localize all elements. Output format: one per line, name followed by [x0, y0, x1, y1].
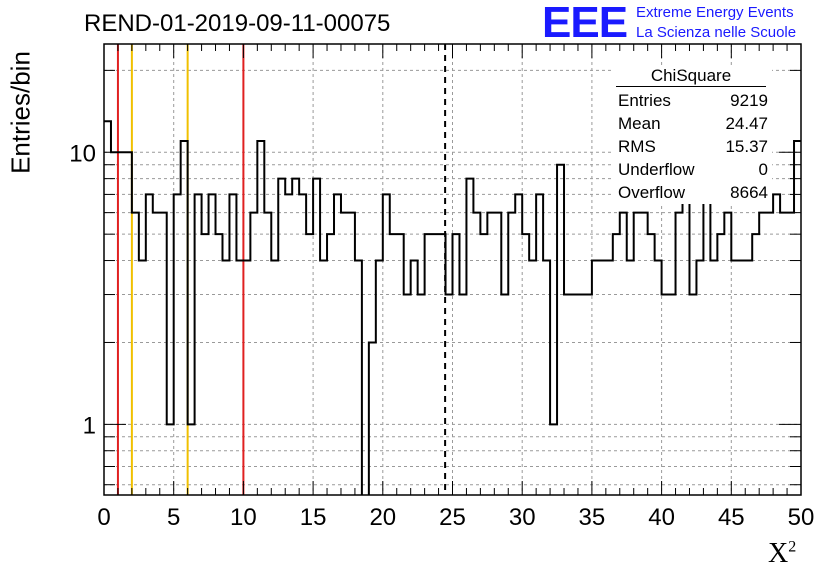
stats-row-underflow: Underflow 0	[612, 158, 772, 181]
x-tick-label: 45	[718, 504, 745, 531]
x-tick-label: 5	[167, 504, 180, 531]
y-tick-label: 1	[83, 412, 96, 439]
eee-logo-mark: EEE	[542, 0, 628, 47]
x-tick-label: 20	[369, 504, 396, 531]
stats-row-mean: Mean 24.47	[612, 112, 772, 135]
x-axis-label: X2	[768, 538, 797, 569]
stats-box: ChiSquare Entries 9219 Mean 24.47 RMS 15.37…	[612, 66, 772, 204]
y-tick-label: 10	[69, 140, 96, 167]
eee-logo: EEE Extreme Energy Events La Scienza nel…	[540, 0, 836, 47]
stats-label: Mean	[618, 114, 661, 133]
y-axis-label: Entries/bin	[5, 51, 36, 174]
x-tick-label: 40	[648, 504, 675, 531]
stats-row-overflow: Overflow 8664	[612, 181, 772, 204]
run-title: REND-01-2019-09-11-00075	[84, 10, 391, 37]
stats-row-rms: RMS 15.37	[612, 135, 772, 158]
x-tick-label: 10	[230, 504, 257, 531]
stats-value: 24.47	[725, 114, 768, 133]
stats-value: 9219	[730, 91, 768, 110]
stats-label: RMS	[618, 137, 656, 156]
stats-value: 8664	[730, 183, 768, 202]
logo-line-2: La Scienza nelle Scuole	[636, 24, 797, 41]
logo-line-1: Extreme Energy Events	[636, 4, 794, 21]
x-tick-label: 35	[579, 504, 606, 531]
stats-value: 0	[758, 160, 768, 179]
x-tick-label: 15	[300, 504, 327, 531]
stats-row-entries: Entries 9219	[612, 89, 772, 112]
x-tick-label: 50	[788, 504, 815, 531]
x-tick-label: 30	[509, 504, 536, 531]
x-tick-label: 0	[97, 504, 110, 531]
stats-title: ChiSquare	[616, 66, 766, 87]
stats-label: Underflow	[618, 160, 695, 179]
stats-label: Overflow	[618, 183, 686, 202]
stats-value: 15.37	[725, 137, 768, 156]
stats-label: Entries	[618, 91, 671, 110]
x-tick-label: 25	[439, 504, 466, 531]
